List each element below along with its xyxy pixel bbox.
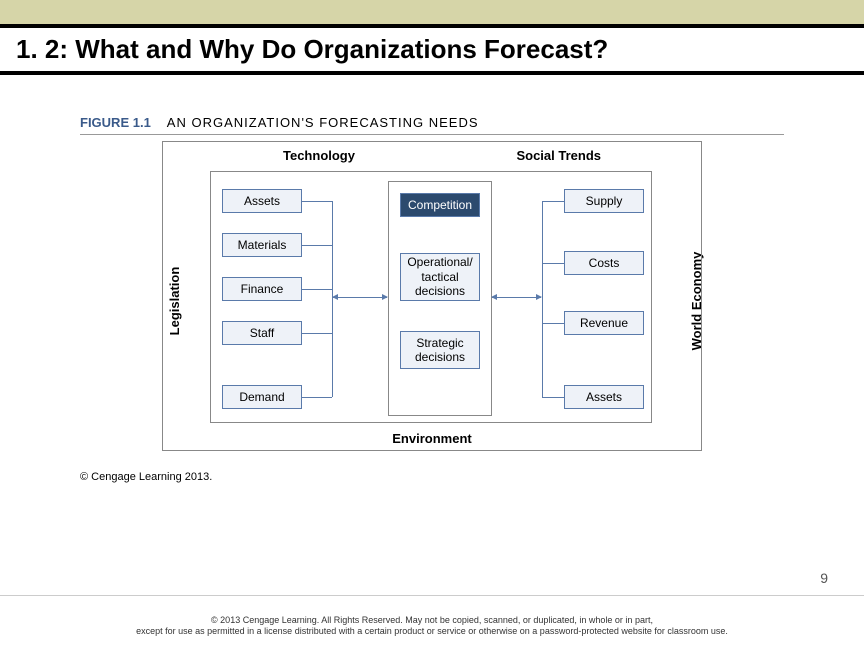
footer-copyright: © 2013 Cengage Learning. All Rights Rese… xyxy=(0,615,864,638)
outer-label-top-left: Technology xyxy=(283,148,355,163)
divider xyxy=(0,595,864,596)
outer-label-bottom: Environment xyxy=(392,431,471,446)
figure-copyright: © Cengage Learning 2013. xyxy=(80,471,784,483)
page-number: 9 xyxy=(820,570,828,586)
left-conn-0 xyxy=(302,201,332,202)
figure-header: FIGURE 1.1 AN ORGANIZATION'S FORECASTING… xyxy=(80,115,784,135)
right-conn-2 xyxy=(542,323,564,324)
figure-title: AN ORGANIZATION'S FORECASTING NEEDS xyxy=(167,115,479,130)
footer-line1: © 2013 Cengage Learning. All Rights Rese… xyxy=(0,615,864,627)
left-box-3: Staff xyxy=(222,321,302,345)
right-box-0: Supply xyxy=(564,189,644,213)
center-box-1: Operational/ tactical decisions xyxy=(400,253,480,301)
figure-label: FIGURE 1.1 xyxy=(80,115,151,130)
left-conn-3 xyxy=(302,333,332,334)
center-box-2: Strategic decisions xyxy=(400,331,480,369)
center-box-0: Competition xyxy=(400,193,480,217)
arrow-left xyxy=(333,297,387,298)
footer-line2: except for use as permitted in a license… xyxy=(0,626,864,638)
left-box-1: Materials xyxy=(222,233,302,257)
left-conn-2 xyxy=(302,289,332,290)
right-conn-0 xyxy=(542,201,564,202)
right-box-1: Costs xyxy=(564,251,644,275)
right-conn-3 xyxy=(542,397,564,398)
right-box-3: Assets xyxy=(564,385,644,409)
right-conn-1 xyxy=(542,263,564,264)
arrow-right xyxy=(492,297,541,298)
left-conn-4 xyxy=(302,397,332,398)
right-box-2: Revenue xyxy=(564,311,644,335)
top-accent-bar xyxy=(0,0,864,24)
slide-title: 1. 2: What and Why Do Organizations Fore… xyxy=(16,34,848,65)
left-box-0: Assets xyxy=(222,189,302,213)
figure-area: FIGURE 1.1 AN ORGANIZATION'S FORECASTING… xyxy=(0,75,864,493)
outer-label-top-right: Social Trends xyxy=(516,148,601,163)
right-bus xyxy=(542,201,543,397)
left-box-2: Finance xyxy=(222,277,302,301)
title-section: 1. 2: What and Why Do Organizations Fore… xyxy=(0,24,864,75)
left-conn-1 xyxy=(302,245,332,246)
left-box-4: Demand xyxy=(222,385,302,409)
diagram: Legislation World Economy Technology Soc… xyxy=(122,141,742,461)
